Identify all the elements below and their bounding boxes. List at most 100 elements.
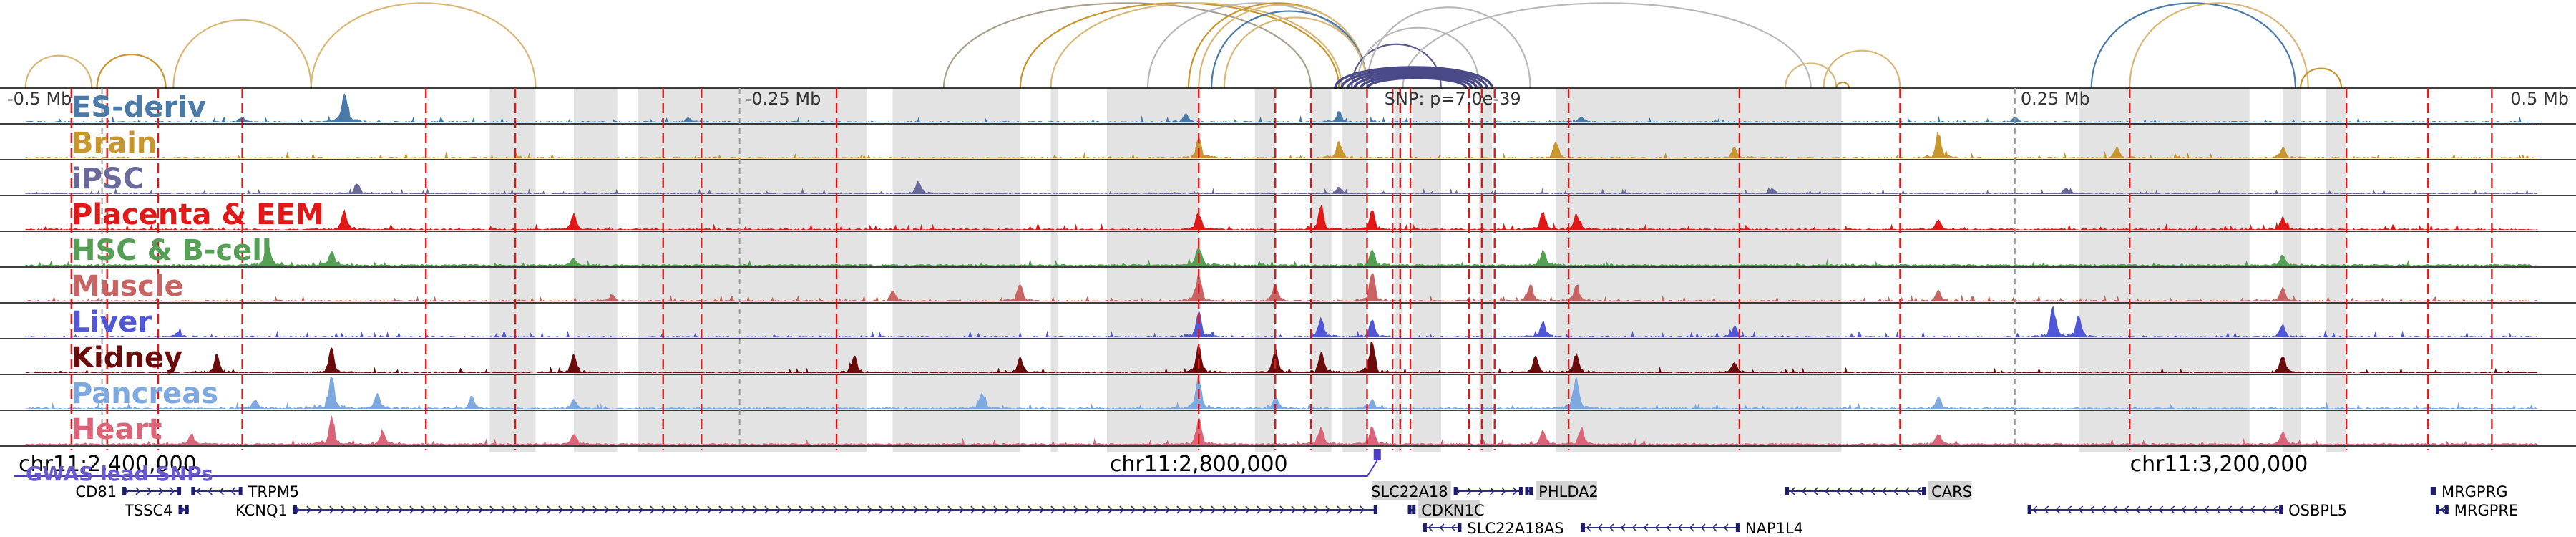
interaction-arc <box>1050 2 1342 90</box>
gene-strand-chevron <box>444 505 449 514</box>
gene-strand-chevron <box>821 505 827 514</box>
gene-strand-chevron <box>1325 505 1331 514</box>
gene-strand-chevron <box>1211 505 1216 514</box>
gene-strand-chevron <box>2044 505 2049 514</box>
gene-strand-chevron <box>467 505 472 514</box>
gene-strand-chevron <box>2089 505 2095 514</box>
gene-strand-chevron <box>1337 505 1342 514</box>
gene-label: CD81 <box>76 483 117 500</box>
gene-strand-chevron <box>1586 523 1591 532</box>
gene-strand-chevron <box>478 505 484 514</box>
gene-strand-chevron <box>2112 505 2118 514</box>
gene-strand-chevron <box>1643 523 1649 532</box>
top-axis-label: -0.5 Mb <box>7 89 72 109</box>
gene-strand-chevron <box>2261 505 2267 514</box>
gene-strand-chevron <box>170 487 175 495</box>
gene-strand-chevron <box>1439 523 1445 532</box>
gene-strand-chevron <box>547 505 552 514</box>
gene-strand-chevron <box>147 487 152 495</box>
gene-strand-chevron <box>375 505 381 514</box>
gene-exon <box>238 487 243 495</box>
gene-exon <box>178 505 182 514</box>
gene-strand-chevron <box>879 505 884 514</box>
gene-strand-chevron <box>230 487 235 495</box>
highlight-band <box>1050 88 1059 452</box>
gene-exon <box>1373 505 1377 514</box>
gene-highlight-box <box>1536 481 1597 500</box>
highlight-band <box>1413 88 1441 452</box>
gene-exon <box>1525 487 1529 495</box>
gene-strand-chevron <box>993 505 999 514</box>
gene-strand-chevron <box>158 487 164 495</box>
gene-strand-chevron <box>1257 505 1262 514</box>
gene-strand-chevron <box>890 505 896 514</box>
interaction-arc <box>1365 77 1468 90</box>
gene-strand-chevron <box>1824 487 1830 495</box>
gene-strand-chevron <box>1916 487 1921 495</box>
gene-label: NAP1L4 <box>1745 520 1803 537</box>
bottom-axis-label: chr11:3,200,000 <box>2130 452 2308 477</box>
gene-strand-chevron <box>696 505 701 514</box>
gene-strand-chevron <box>833 505 839 514</box>
gene-strand-chevron <box>1467 487 1472 495</box>
gene-strand-chevron <box>1450 523 1456 532</box>
gene-strand-chevron <box>1062 505 1068 514</box>
gene-strand-chevron <box>1234 505 1239 514</box>
track-label: Placenta & EEM <box>72 198 324 231</box>
gene-strand-chevron <box>1501 487 1506 495</box>
highlight-band <box>1556 88 1842 452</box>
gene-strand-chevron <box>1176 505 1182 514</box>
gene-strand-chevron <box>1609 523 1614 532</box>
gene-strand-chevron <box>558 505 564 514</box>
gene-strand-chevron <box>489 505 495 514</box>
gwas-label: GWAS lead SNPs <box>26 462 213 485</box>
gene-strand-chevron <box>1360 505 1365 514</box>
snp-label: SNP: p=7.0e-39 <box>1385 89 1521 109</box>
gene-strand-chevron <box>535 505 541 514</box>
gene-strand-chevron <box>1245 505 1251 514</box>
gene-strand-chevron <box>1153 505 1159 514</box>
gene-strand-chevron <box>2032 505 2038 514</box>
signal-track-placenta-eem <box>25 203 2538 230</box>
gene-strand-chevron <box>924 505 930 514</box>
gene-exon <box>1581 523 1585 532</box>
track-label: Kidney <box>72 342 182 374</box>
gene-strand-chevron <box>787 505 793 514</box>
gene-label: MRGPRG <box>2441 483 2508 500</box>
gene-strand-chevron <box>1813 487 1818 495</box>
interaction-arc <box>1198 4 1368 90</box>
gene-exon <box>293 505 297 514</box>
red-line-layer <box>70 88 2493 450</box>
gene-strand-chevron <box>1096 505 1102 514</box>
gene-strand-chevron <box>512 505 518 514</box>
gene-strand-chevron <box>2170 505 2175 514</box>
gene-strand-chevron <box>1700 523 1706 532</box>
gene-label: SLC22A18 <box>1371 483 1448 500</box>
highlight-band <box>1341 88 1367 452</box>
gene-strand-chevron <box>684 505 690 514</box>
interaction-arc <box>1347 70 1483 90</box>
gene-strand-chevron <box>661 505 667 514</box>
gene-strand-chevron <box>592 505 598 514</box>
track-label: ES-deriv <box>72 91 206 124</box>
arc-layer <box>24 2 2343 90</box>
gene-strand-chevron <box>2101 505 2107 514</box>
gene-strand-chevron <box>718 505 724 514</box>
interaction-arc <box>1352 72 1478 90</box>
gene-strand-chevron <box>650 505 655 514</box>
gene-strand-chevron <box>936 505 942 514</box>
interaction-arc <box>24 54 93 90</box>
gene-exon <box>185 505 189 514</box>
interaction-arc <box>1823 49 1901 90</box>
gene-exon <box>1922 487 1926 495</box>
gene-strand-chevron <box>1858 487 1864 495</box>
signal-track-hsc-b-cell <box>25 243 2538 266</box>
gene-strand-chevron <box>1073 505 1079 514</box>
grey-band-layer <box>489 88 2347 452</box>
gene-strand-chevron <box>364 505 369 514</box>
bottom-axis-label: chr11:2,400,000 <box>19 452 197 477</box>
gene-strand-chevron <box>741 505 747 514</box>
gene-strand-chevron <box>135 487 141 495</box>
gene-strand-chevron <box>432 505 438 514</box>
interaction-arc <box>1359 74 1473 90</box>
